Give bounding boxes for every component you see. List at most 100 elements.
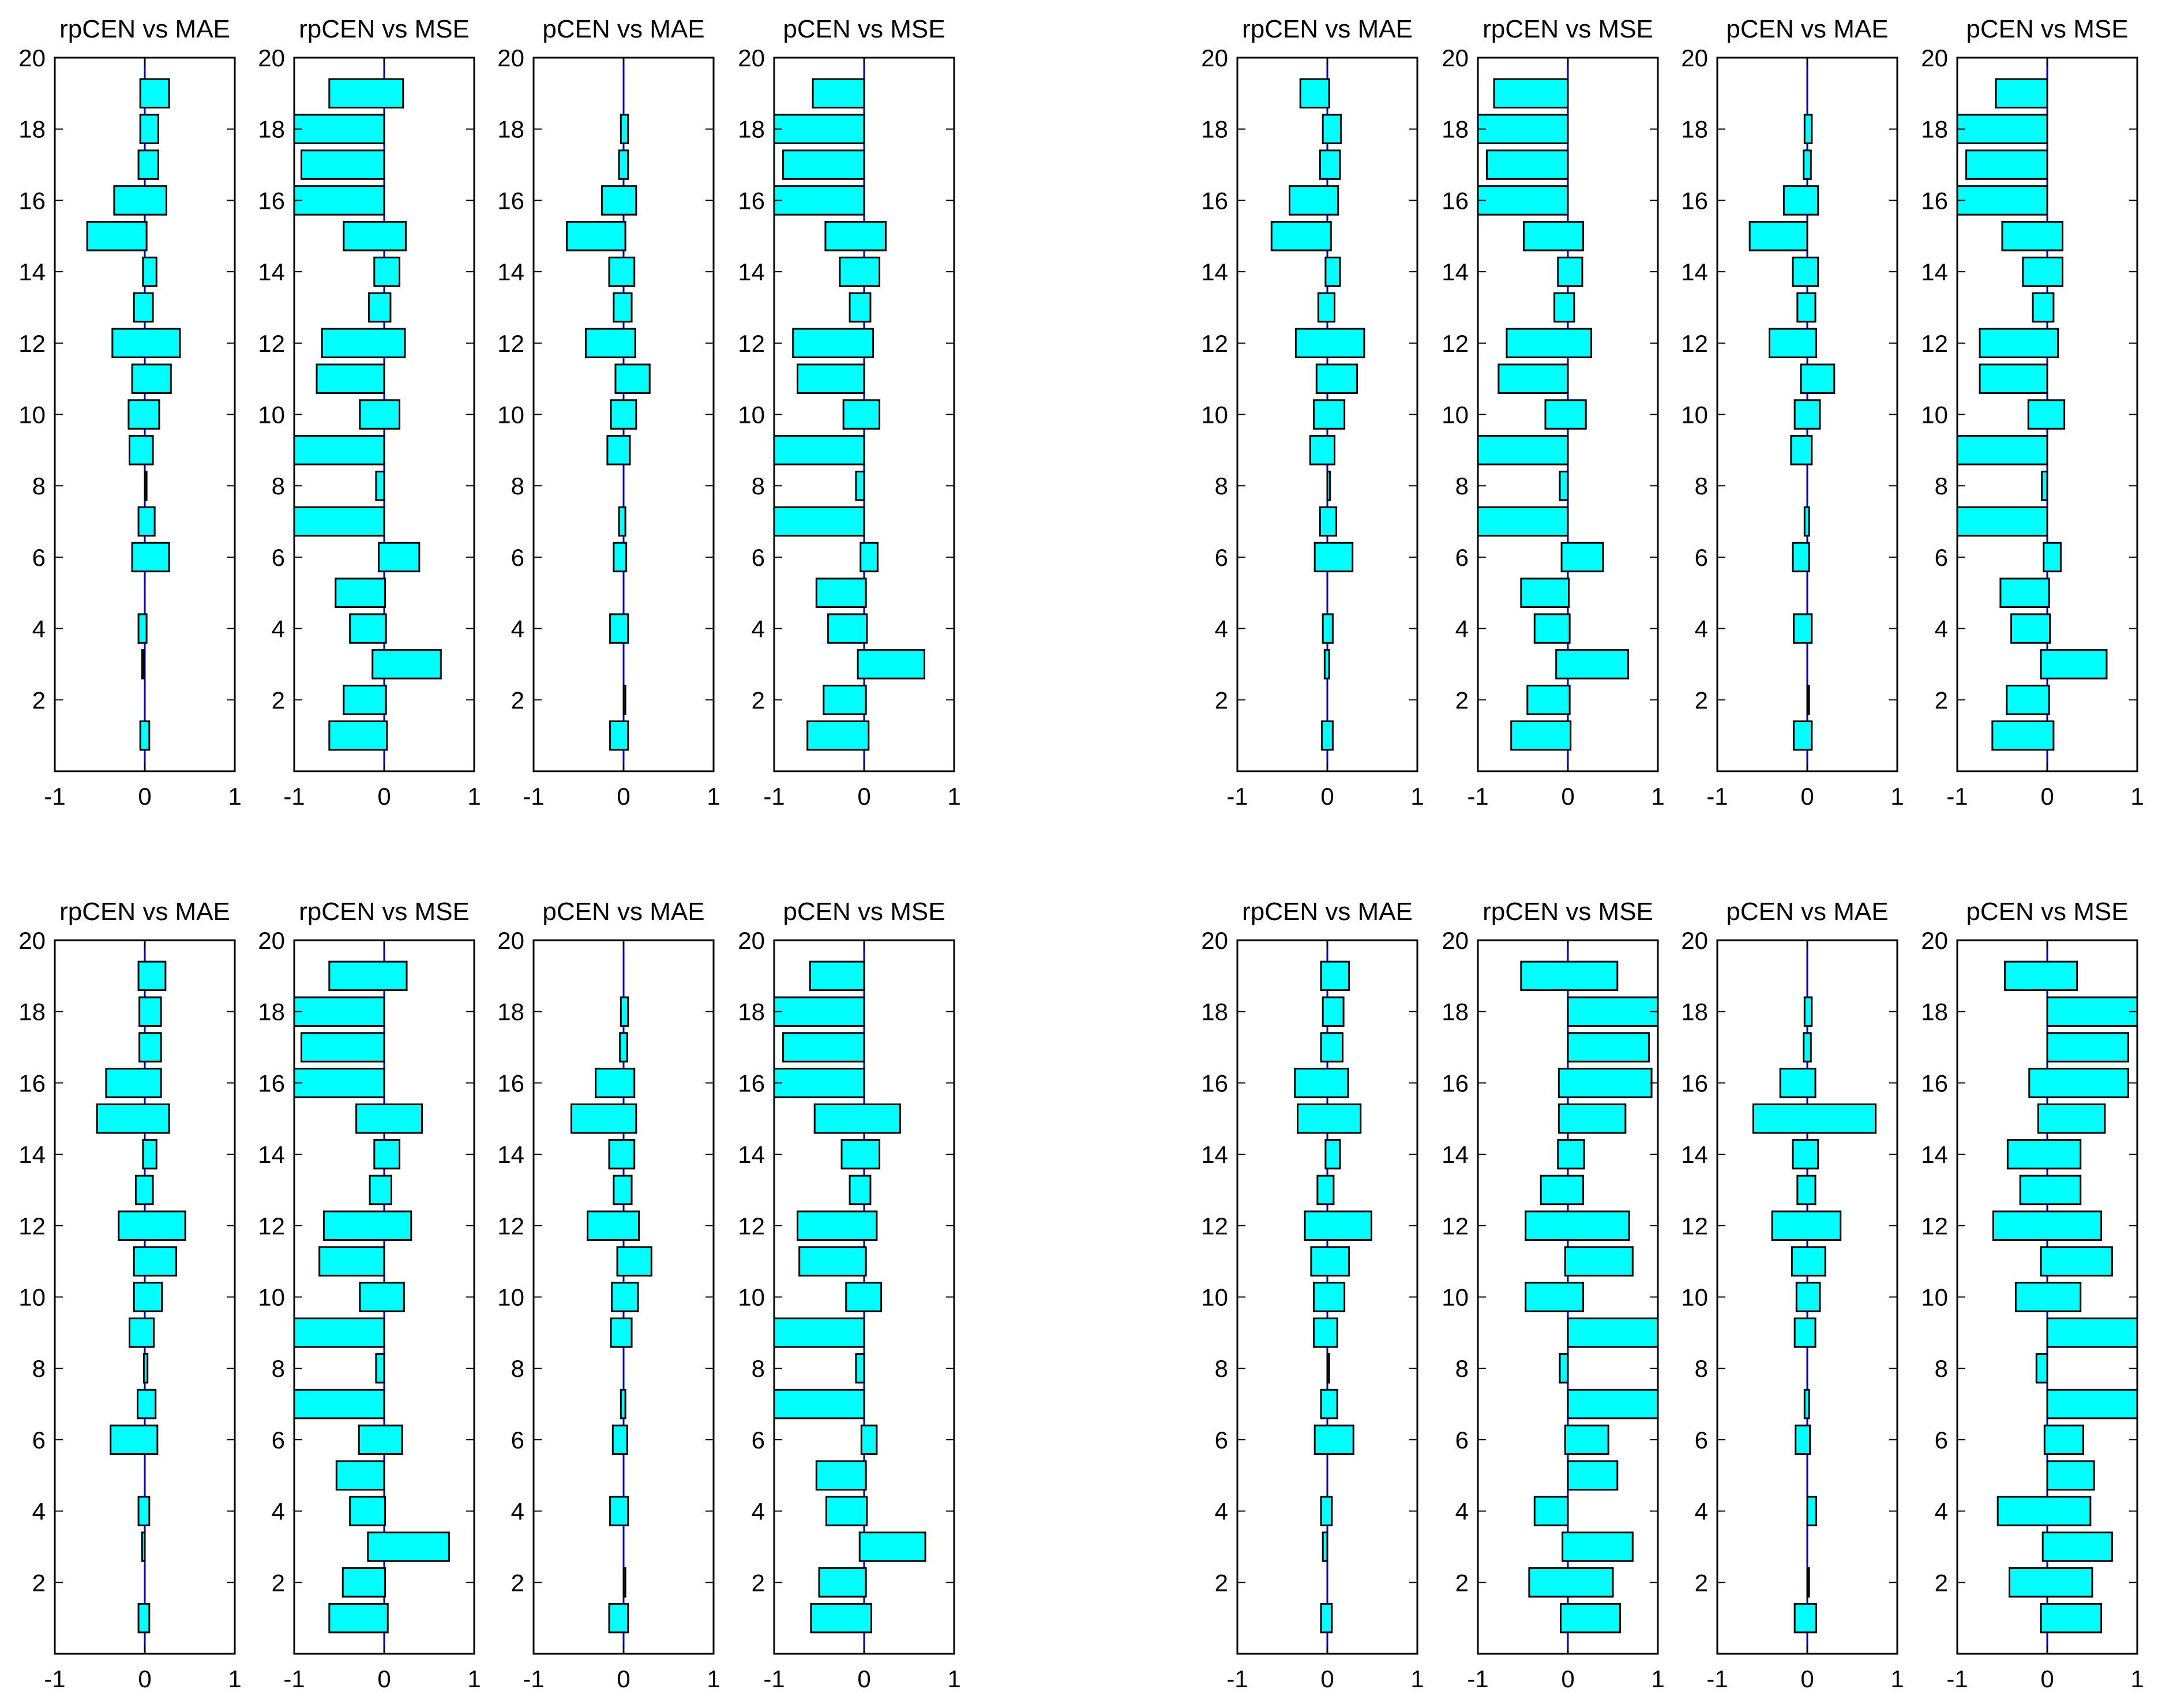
bar-9 — [1567, 1317, 1659, 1348]
y-tick-label: 12 — [258, 330, 285, 357]
y-tick-label: 4 — [1935, 1498, 1948, 1525]
y-tick-label: 18 — [738, 998, 765, 1026]
bar-13 — [849, 292, 872, 323]
y-tick-label: 8 — [1695, 1355, 1708, 1382]
bar-4 — [1792, 542, 1810, 573]
bar-7 — [610, 399, 637, 430]
bar-2 — [2006, 685, 2050, 715]
bar-7 — [1309, 435, 1335, 466]
y-tick-label: 6 — [511, 544, 524, 571]
bar-12 — [566, 221, 626, 251]
y-tick-label: 2 — [1935, 686, 1948, 714]
bar-2 — [818, 1567, 867, 1598]
y-tick-label: 2 — [1215, 686, 1228, 714]
y-tick-label: 14 — [1442, 258, 1469, 286]
bar-16 — [293, 1068, 385, 1098]
y-tick-label: 10 — [1442, 1284, 1469, 1311]
bar-15 — [2037, 1103, 2106, 1134]
y-tick-label: 8 — [272, 472, 285, 500]
bar-14 — [1803, 1032, 1812, 1063]
bar-4 — [1533, 613, 1571, 644]
bar-14 — [2006, 1139, 2082, 1170]
bar-8 — [2041, 470, 2048, 501]
bar-12 — [1525, 1210, 1630, 1241]
y-tick-label: 20 — [1201, 927, 1228, 954]
bar-2 — [1528, 1567, 1614, 1598]
bar-9 — [1768, 328, 1818, 359]
bar-4 — [1795, 1424, 1811, 1455]
bar-13 — [367, 292, 392, 323]
bar-7 — [2046, 1388, 2138, 1420]
bar-12 — [322, 1210, 412, 1241]
bar-13 — [1297, 1103, 1362, 1134]
bar-5 — [815, 1460, 867, 1491]
x-tick-label: -1 — [1946, 1665, 1968, 1692]
y-tick-label: 8 — [32, 472, 46, 500]
y-tick-label: 16 — [1921, 1069, 1948, 1097]
bar-8 — [1559, 1353, 1569, 1384]
y-tick-label: 16 — [1442, 1069, 1469, 1097]
subplot-5: 2 4 6 8 10 12 14 16 18 20 -1 0 1 rpCEN vs MAE — [1201, 15, 1424, 810]
bar-13 — [2019, 1174, 2082, 1206]
subplot-6: 2 4 6 8 10 12 14 16 18 20 -1 0 1 rpCEN vs MSE — [1442, 15, 1664, 810]
bar-15 — [355, 1103, 423, 1134]
bar-18 — [773, 114, 865, 144]
y-tick-label: 20 — [497, 44, 524, 72]
bar-9 — [1477, 435, 1569, 466]
bar-16 — [1557, 1068, 1653, 1098]
bar-15 — [824, 221, 887, 251]
bar-3 — [1793, 613, 1813, 644]
y-tick-label: 10 — [1442, 401, 1469, 429]
y-tick-label: 6 — [1215, 544, 1228, 571]
bar-13 — [1782, 185, 1819, 216]
y-tick-label: 14 — [1921, 258, 1948, 286]
bar-12 — [142, 256, 157, 287]
bar-6 — [142, 1353, 149, 1384]
bar-12 — [1979, 328, 2059, 359]
y-tick-label: 18 — [738, 116, 765, 143]
bar-13 — [1779, 1068, 1817, 1098]
bar-3 — [858, 1531, 926, 1562]
bar-4 — [349, 1496, 386, 1526]
bar-2 — [622, 1567, 626, 1598]
y-tick-label: 18 — [258, 998, 285, 1026]
bar-7 — [128, 1317, 155, 1348]
y-tick-label: 8 — [511, 472, 524, 500]
bar-13 — [595, 1068, 636, 1098]
subplot-title: rpCEN vs MSE — [299, 898, 470, 926]
y-tick-label: 6 — [32, 1427, 46, 1454]
bar-14 — [1803, 149, 1812, 180]
bar-15 — [343, 221, 407, 251]
bar-4 — [131, 542, 170, 573]
bar-8 — [375, 470, 385, 501]
bar-17 — [139, 78, 170, 109]
x-tick-label: 0 — [617, 1665, 630, 1692]
bar-6 — [1326, 1353, 1330, 1384]
y-tick-label: 14 — [1681, 258, 1708, 286]
bar-9 — [133, 1246, 178, 1277]
y-tick-label: 4 — [1695, 615, 1708, 643]
bar-14 — [1557, 256, 1583, 287]
y-tick-label: 12 — [258, 1213, 285, 1240]
y-tick-label: 16 — [497, 1069, 524, 1097]
bar-2 — [1806, 1567, 1810, 1598]
bar-14 — [1557, 1139, 1585, 1170]
x-tick-label: -1 — [283, 783, 305, 810]
bar-14 — [2022, 256, 2064, 287]
bar-12 — [142, 1139, 157, 1170]
bar-14 — [619, 1032, 628, 1063]
bar-16 — [138, 996, 162, 1027]
bar-13 — [849, 1174, 872, 1206]
bar-11 — [1792, 1139, 1819, 1170]
y-tick-label: 10 — [738, 401, 765, 429]
x-tick-label: 1 — [1410, 1665, 1424, 1692]
bar-8 — [1800, 363, 1836, 394]
y-tick-label: 16 — [258, 187, 285, 214]
bar-7 — [293, 1388, 385, 1420]
bar-6 — [2043, 1424, 2084, 1455]
bar-18 — [1956, 114, 2048, 144]
bar-12 — [792, 328, 875, 359]
bar-7 — [128, 435, 154, 466]
x-tick-label: 1 — [707, 1665, 720, 1692]
y-tick-label: 2 — [272, 1569, 285, 1596]
